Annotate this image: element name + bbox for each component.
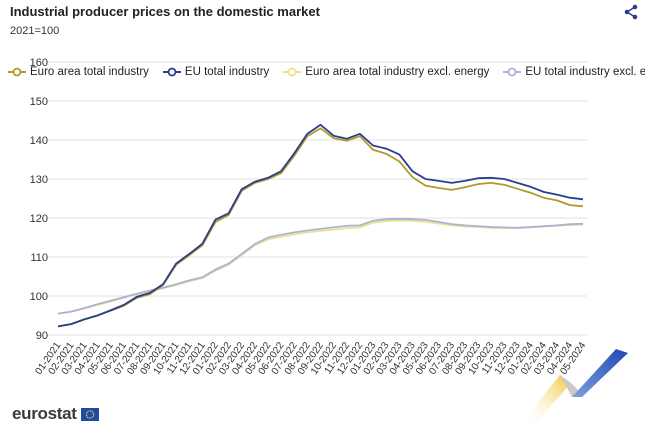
y-tick-label: 90 bbox=[36, 330, 48, 342]
decorative-ribbon-icon bbox=[521, 349, 628, 423]
legend-marker-icon bbox=[8, 67, 26, 77]
chart-title: Industrial producer prices on the domest… bbox=[10, 4, 320, 19]
legend-item[interactable]: EU total industry excl. energy bbox=[503, 66, 645, 78]
chart-legend: Euro area total industry EU total industr… bbox=[8, 66, 645, 78]
y-tick-label: 110 bbox=[30, 252, 48, 264]
series-line-3 bbox=[57, 217, 584, 315]
y-tick-label: 120 bbox=[30, 213, 48, 225]
eu-flag-icon bbox=[80, 407, 99, 421]
share-icon[interactable] bbox=[623, 4, 639, 20]
legend-label: EU total industry bbox=[184, 66, 270, 78]
legend-marker-icon bbox=[162, 67, 181, 77]
line-chart: 9010011012013014015016001-202102-202103-… bbox=[30, 57, 589, 377]
legend-label: Euro area total industry bbox=[30, 66, 149, 78]
legend-item[interactable]: EU total industry bbox=[162, 66, 270, 78]
legend-label: EU total industry excl. energy bbox=[525, 66, 645, 78]
series-line-1 bbox=[57, 123, 584, 328]
y-tick-label: 130 bbox=[30, 174, 48, 186]
legend-item[interactable]: Euro area total industry bbox=[8, 66, 149, 78]
legend-marker-icon bbox=[503, 67, 522, 77]
legend-marker-icon bbox=[283, 67, 302, 77]
legend-item[interactable]: Euro area total industry excl. energy bbox=[283, 66, 489, 78]
eurostat-logo: eurostat bbox=[12, 404, 99, 424]
y-tick-label: 140 bbox=[30, 135, 48, 147]
legend-label: Euro area total industry excl. energy bbox=[305, 66, 490, 78]
series-line-2 bbox=[57, 219, 584, 315]
logo-text: eurostat bbox=[12, 404, 77, 423]
y-tick-label: 100 bbox=[30, 291, 48, 303]
y-tick-label: 150 bbox=[30, 96, 48, 108]
y-tick-label: 160 bbox=[30, 57, 48, 69]
series-line-0 bbox=[57, 127, 584, 328]
chart-subtitle: 2021=100 bbox=[10, 25, 60, 37]
